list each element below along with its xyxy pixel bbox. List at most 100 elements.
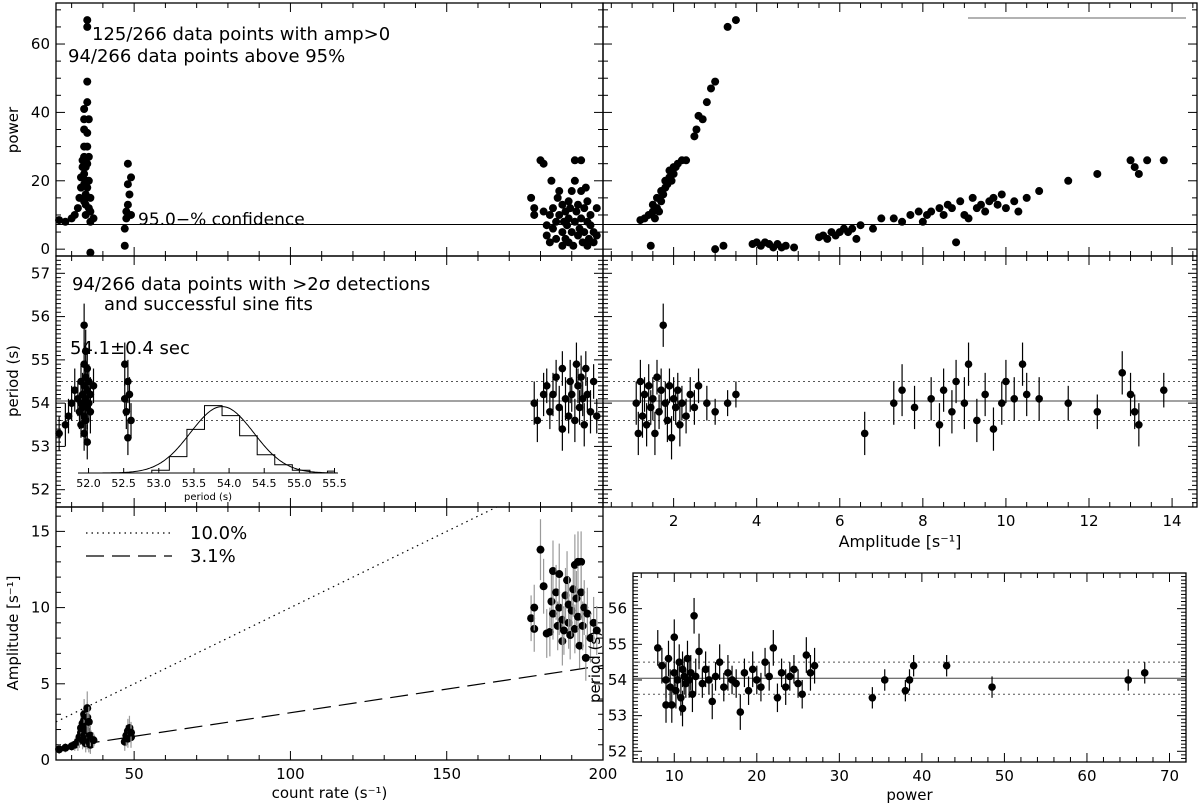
data-point — [748, 665, 757, 674]
data-point — [83, 704, 92, 713]
data-point — [655, 207, 664, 216]
data-point — [552, 588, 561, 597]
y-tick-label: 60 — [31, 35, 50, 53]
data-point — [83, 142, 92, 151]
data-point — [84, 717, 93, 726]
data-point — [649, 395, 657, 403]
data-point — [906, 210, 915, 219]
data-point — [719, 683, 728, 691]
data-point — [122, 407, 131, 416]
data-point — [583, 241, 592, 250]
data-point — [84, 152, 93, 161]
data-point — [583, 609, 592, 618]
data-point — [548, 204, 557, 213]
data-point — [939, 386, 948, 394]
y-tick-label: 53 — [31, 437, 50, 455]
data-point — [61, 217, 70, 226]
data-point — [552, 234, 561, 243]
data-point — [939, 210, 948, 219]
data-point — [555, 403, 564, 412]
y-axis-label: Amplitude [s⁻¹] — [4, 575, 22, 690]
data-point — [1130, 407, 1139, 416]
x-tick-label: 6 — [835, 512, 845, 530]
data-point — [539, 159, 548, 168]
data-point — [127, 728, 136, 737]
data-point — [731, 16, 740, 25]
data-point — [552, 373, 560, 381]
data-point — [724, 669, 732, 677]
data-point — [572, 360, 581, 368]
data-point — [573, 231, 582, 240]
x-tick-label: 200 — [589, 765, 618, 783]
data-point — [569, 241, 578, 250]
data-point — [545, 210, 554, 219]
panel-power-vs-amplitude — [602, 2, 1198, 257]
data-point — [570, 176, 579, 185]
data-point — [744, 686, 753, 695]
x-tick-label: 8 — [918, 512, 928, 530]
data-point — [952, 377, 960, 386]
data-point — [823, 234, 832, 243]
data-point — [592, 626, 601, 635]
panel-period-vs-power: 52 53 54 55 56 10 20 30 40 50 60 70 power period (s) — [586, 572, 1187, 804]
data-point — [914, 207, 923, 216]
data-point — [83, 438, 92, 446]
data-point — [1130, 163, 1139, 172]
x-axis-label: count rate (s⁻¹) — [272, 784, 388, 802]
data-point — [527, 614, 536, 623]
data-point — [935, 420, 944, 429]
histogram-steps — [81, 405, 335, 474]
data-point — [547, 597, 556, 606]
data-point — [711, 245, 720, 254]
data-point — [657, 386, 665, 394]
data-point — [790, 243, 799, 252]
data-point — [644, 382, 653, 390]
data-point — [678, 399, 686, 407]
data-point — [935, 204, 944, 213]
data-point — [539, 207, 548, 216]
data-point — [981, 390, 989, 399]
data-point — [61, 420, 70, 429]
annotation-text: 94/266 data points above 95% — [68, 46, 345, 67]
data-point — [1140, 669, 1149, 677]
inset-x-tick-label: 53.5 — [182, 477, 207, 490]
data-point — [80, 321, 88, 330]
data-point — [577, 588, 586, 597]
data-point — [973, 416, 981, 425]
data-point — [539, 390, 548, 399]
model-line-10pct — [55, 506, 497, 723]
data-point — [1064, 176, 1073, 185]
data-point — [877, 214, 886, 223]
data-point — [711, 77, 720, 86]
data-point — [577, 557, 586, 566]
data-point — [1018, 360, 1027, 368]
data-point — [555, 603, 564, 612]
data-point — [701, 665, 710, 674]
data-point — [638, 412, 647, 420]
data-point — [583, 197, 592, 206]
inset-x-tick-label: 55.5 — [322, 477, 347, 490]
data-point — [559, 626, 568, 635]
data-point — [70, 210, 79, 219]
data-point — [547, 176, 556, 185]
data-point — [781, 241, 790, 250]
data-point — [85, 399, 93, 407]
data-point — [1014, 207, 1023, 216]
data-point — [84, 115, 93, 124]
data-point — [548, 224, 557, 233]
x-tick-label: 50 — [125, 765, 144, 783]
data-point — [583, 390, 592, 399]
annotation-text: 94/266 data points with >2σ detections — [72, 274, 430, 295]
data-point — [125, 390, 134, 399]
plot-frame — [632, 572, 1187, 763]
data-point — [690, 611, 698, 620]
data-point — [558, 425, 567, 433]
y-axis-label: power — [4, 106, 22, 153]
x-tick-label: 2 — [669, 512, 679, 530]
data-point — [786, 672, 794, 681]
data-point — [123, 159, 132, 168]
data-point — [549, 390, 557, 399]
data-point — [667, 433, 676, 442]
y-tick-label: 0 — [40, 240, 50, 258]
data-point — [662, 701, 670, 709]
